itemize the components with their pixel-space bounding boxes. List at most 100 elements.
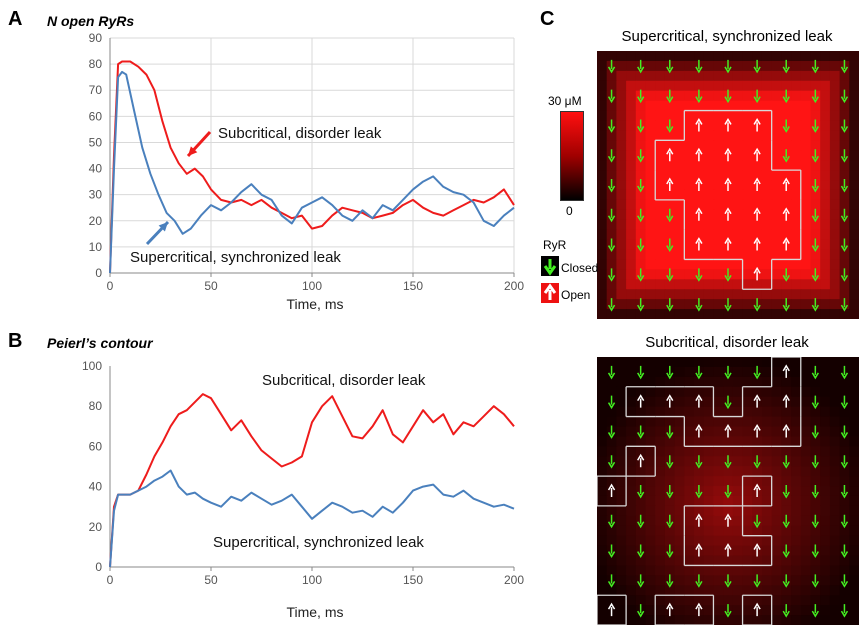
arrow-down-icon: [840, 59, 849, 74]
series-line-subcritical: [109, 60, 515, 274]
heat-cell: [810, 386, 821, 398]
heat-cell: [674, 309, 685, 319]
arrow-down-icon: [637, 238, 645, 253]
heat-cell: [742, 90, 753, 102]
heat-cell: [771, 615, 782, 625]
heat-cell: [684, 525, 695, 537]
heat-cell: [713, 279, 724, 290]
heat-cell: [626, 189, 637, 201]
heat-cell: [645, 545, 656, 557]
heat-cell: [761, 279, 773, 290]
heat-cell: [655, 575, 666, 586]
heat-cell: [645, 100, 656, 112]
heat-cell: [703, 535, 715, 547]
arrow-down-icon: [637, 514, 645, 529]
heat-cell: [829, 289, 841, 300]
heat-cell: [616, 605, 627, 616]
heat-cell: [849, 90, 859, 102]
heat-cell: [703, 199, 715, 211]
heat-cell: [694, 555, 705, 567]
heat-cell: [674, 170, 685, 181]
heat-cell: [791, 486, 802, 497]
heat-cell: [732, 426, 744, 438]
heat-cell: [713, 575, 724, 586]
y-tick-label: 0: [95, 560, 102, 574]
heat-cell: [597, 615, 608, 625]
heat-cell: [849, 170, 859, 181]
heat-cell: [655, 229, 666, 241]
heat-cell: [771, 309, 782, 319]
x-tick-label: 150: [403, 573, 423, 587]
heat-cell: [800, 51, 812, 62]
arrow-up-icon: [782, 423, 790, 438]
heat-cell: [655, 80, 666, 92]
heat-cell: [839, 376, 850, 388]
heat-cell: [800, 189, 812, 201]
heat-cell: [616, 299, 627, 310]
heat-cell: [664, 406, 676, 418]
heat-cell: [781, 309, 792, 319]
heat-cell: [820, 110, 831, 122]
heat-cell: [771, 386, 782, 398]
y-tick-label: 100: [82, 359, 102, 373]
heat-cell: [791, 269, 802, 280]
heat-cell: [771, 259, 782, 270]
heat-cell: [616, 545, 627, 557]
heat-cell: [713, 426, 724, 438]
heat-cell: [645, 376, 656, 388]
heat-cell: [781, 130, 792, 141]
arrow-down-icon: [543, 259, 557, 276]
heat-cell: [791, 120, 802, 132]
heat-cell: [655, 289, 666, 300]
heat-cell: [645, 259, 656, 270]
arrow-down-icon: [695, 298, 703, 312]
heat-cell: [635, 565, 647, 576]
heat-cell: [791, 110, 802, 122]
heat-cell: [810, 535, 821, 547]
heat-cell: [732, 150, 744, 161]
arrow-up-icon: [695, 513, 703, 527]
heat-cell: [810, 416, 821, 428]
heat-cell: [732, 486, 744, 497]
heat-cell: [820, 595, 831, 606]
heat-cell: [839, 436, 850, 447]
heat-cell: [635, 140, 647, 151]
heat-cell: [829, 110, 841, 122]
heat-cell: [664, 170, 676, 181]
arrow-down-icon: [607, 544, 616, 559]
heat-cell: [626, 555, 637, 567]
heat-cell: [674, 229, 685, 241]
heat-cell: [732, 309, 744, 319]
heat-cell: [606, 495, 618, 507]
heat-cell: [839, 525, 850, 537]
heat-cell: [771, 595, 782, 606]
heat-cell: [761, 545, 773, 557]
heat-cell: [645, 80, 656, 92]
heat-cell: [771, 575, 782, 586]
heat-cell: [752, 595, 763, 606]
heat-cell: [761, 219, 773, 231]
heat-cell: [791, 466, 802, 477]
heat-cell: [703, 406, 715, 418]
arrow-down-icon: [666, 485, 674, 499]
heat-cell: [674, 446, 685, 457]
heat-cell: [800, 386, 812, 398]
heat-cell: [820, 189, 831, 201]
heat-cell: [849, 110, 859, 122]
arrow-up-icon: [724, 147, 732, 162]
heat-cell: [597, 565, 608, 576]
heat-cell: [829, 585, 841, 596]
heat-cell: [635, 259, 647, 270]
heat-cell: [674, 219, 685, 231]
heat-cell: [616, 585, 627, 596]
heat-cell: [829, 150, 841, 161]
heat-cell: [810, 376, 821, 388]
heat-cell: [829, 100, 841, 112]
heat-cell: [810, 189, 821, 201]
arrow-up-icon: [543, 283, 557, 300]
y-tick-label: 60: [89, 439, 103, 453]
heat-cell: [829, 120, 841, 132]
heat-cell: [694, 615, 705, 625]
heat-cell: [684, 219, 695, 231]
heat-cell: [849, 545, 859, 557]
